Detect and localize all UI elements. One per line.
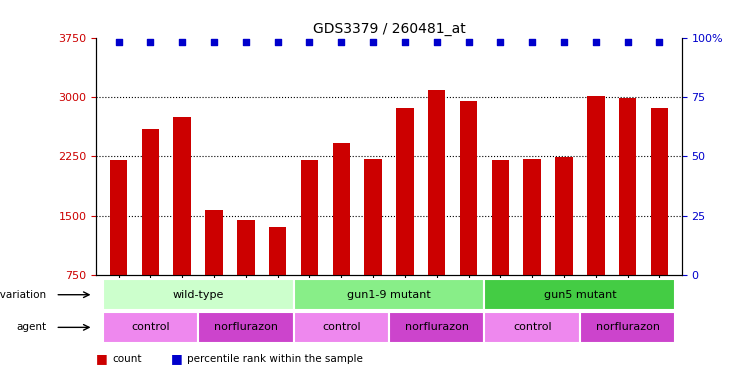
Bar xyxy=(110,161,127,275)
Text: norflurazon: norflurazon xyxy=(405,322,469,333)
Text: percentile rank within the sample: percentile rank within the sample xyxy=(187,354,362,364)
Text: norflurazon: norflurazon xyxy=(596,322,659,333)
Bar xyxy=(237,220,255,275)
Bar xyxy=(460,101,477,275)
Point xyxy=(622,38,634,45)
Point xyxy=(144,38,156,45)
Bar xyxy=(389,312,485,343)
Bar xyxy=(485,312,580,343)
Point xyxy=(399,38,411,45)
Point xyxy=(368,38,379,45)
Point xyxy=(431,38,442,45)
Text: wild-type: wild-type xyxy=(173,290,224,300)
Bar xyxy=(651,108,668,275)
Point xyxy=(304,38,316,45)
Point xyxy=(494,38,506,45)
Bar xyxy=(587,96,605,275)
Bar xyxy=(523,159,541,275)
Text: gun5 mutant: gun5 mutant xyxy=(544,290,617,300)
Point xyxy=(590,38,602,45)
Text: agent: agent xyxy=(16,322,47,333)
Bar xyxy=(491,161,509,275)
Text: control: control xyxy=(322,322,361,333)
Text: ■: ■ xyxy=(96,353,108,366)
Text: gun1-9 mutant: gun1-9 mutant xyxy=(347,290,431,300)
Point xyxy=(113,38,124,45)
Point xyxy=(336,38,348,45)
Point xyxy=(654,38,665,45)
Bar xyxy=(365,159,382,275)
Bar xyxy=(269,227,287,275)
Bar xyxy=(198,312,293,343)
Bar xyxy=(485,279,675,310)
Point xyxy=(240,38,252,45)
Bar xyxy=(205,210,223,275)
Bar xyxy=(619,98,637,275)
Text: control: control xyxy=(131,322,170,333)
Bar xyxy=(555,157,573,275)
Text: ■: ■ xyxy=(170,353,182,366)
Bar xyxy=(293,312,389,343)
Bar xyxy=(173,117,191,275)
Text: genotype/variation: genotype/variation xyxy=(0,290,47,300)
Bar xyxy=(103,312,198,343)
Bar xyxy=(580,312,675,343)
Point xyxy=(526,38,538,45)
Point xyxy=(462,38,474,45)
Point xyxy=(176,38,188,45)
Bar xyxy=(301,161,318,275)
Title: GDS3379 / 260481_at: GDS3379 / 260481_at xyxy=(313,22,465,36)
Bar xyxy=(428,90,445,275)
Point xyxy=(272,38,284,45)
Point xyxy=(558,38,570,45)
Bar xyxy=(396,108,413,275)
Bar xyxy=(142,129,159,275)
Text: count: count xyxy=(113,354,142,364)
Bar xyxy=(333,143,350,275)
Text: control: control xyxy=(513,322,551,333)
Bar xyxy=(103,279,293,310)
Bar xyxy=(293,279,485,310)
Point xyxy=(208,38,220,45)
Text: norflurazon: norflurazon xyxy=(214,322,278,333)
